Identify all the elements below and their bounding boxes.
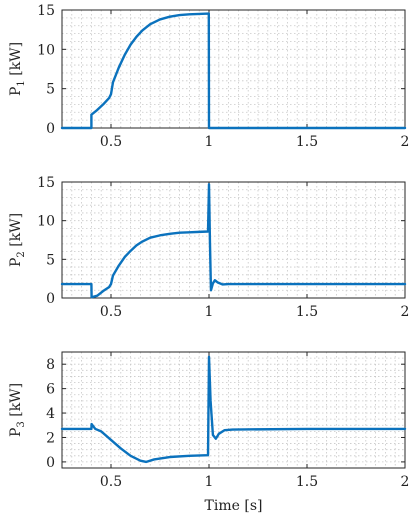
x-tick-label: 2 [401,134,410,150]
y-axis-label-base: P [8,87,24,96]
axis-frame [61,181,406,299]
axis-frame [61,9,406,129]
y-tick-label: 0 [46,455,55,471]
series-line-3 [60,355,407,464]
x-tick-label: 0.5 [100,134,122,150]
y-axis-label-unit: [kW] [8,42,24,80]
x-tick-label: 0.5 [100,474,122,490]
y-tick-label: 10 [37,214,55,230]
y-axis-label-subscript: 1 [16,80,27,86]
x-tick-label: 1 [205,304,214,320]
y-axis-label: P1 [kW] [8,42,27,96]
y-tick-label: 4 [46,406,55,422]
y-axis-label: P2 [kW] [8,213,27,267]
x-tick-label: 1.5 [296,474,318,490]
series-line-2 [60,183,407,299]
x-tick-label: 1.5 [296,304,318,320]
y-tick-label: 5 [46,82,55,98]
y-axis-label-unit: [kW] [8,383,24,421]
x-tick-label: 1 [205,474,214,490]
axis-frame [61,351,406,469]
x-tick-label: 2 [401,474,410,490]
y-axis-label-subscript: 2 [16,251,27,257]
y-tick-label: 10 [37,42,55,58]
y-tick-label: 0 [46,121,55,137]
y-axis-label-subscript: 3 [16,421,27,427]
x-tick-label: 1.5 [296,134,318,150]
x-tick-label: 1 [205,134,214,150]
y-axis-label-base: P [8,428,24,437]
y-tick-label: 6 [46,382,55,398]
y-tick-label: 0 [46,291,55,307]
y-tick-label: 5 [46,252,55,268]
y-tick-label: 15 [37,175,55,191]
y-axis-label-unit: [kW] [8,213,24,251]
chart-panel-3: 0.5 1 1.5 2 0 2 4 6 8 P3 [kW] Time [s] [8,351,410,514]
y-tick-label: 2 [46,430,55,446]
y-tick-label: 8 [46,357,55,373]
series-line-1 [60,12,407,130]
y-axis-label-base: P [8,258,24,267]
y-tick-label: 15 [37,3,55,19]
x-tick-label: 0.5 [100,304,122,320]
x-tick-label: 2 [401,304,410,320]
y-axis-label: P3 [kW] [8,383,27,437]
x-axis-label: Time [s] [205,498,263,514]
